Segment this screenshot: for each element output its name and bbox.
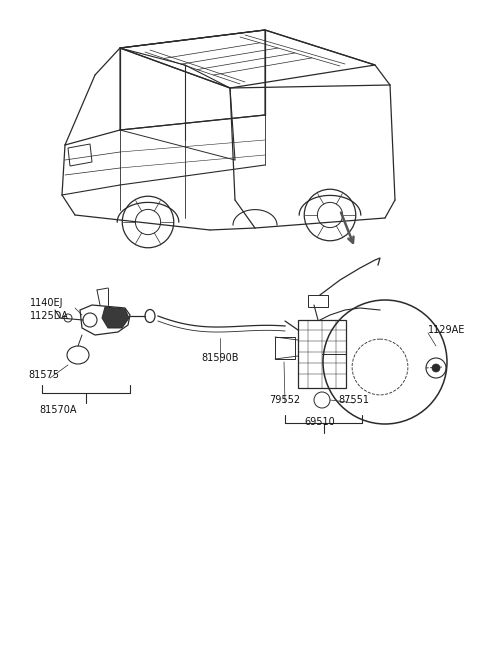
Circle shape xyxy=(432,364,440,372)
Text: 81590B: 81590B xyxy=(201,353,239,363)
Bar xyxy=(298,320,346,388)
Text: 1125DA: 1125DA xyxy=(30,311,69,321)
Text: 81570A: 81570A xyxy=(39,405,77,415)
Ellipse shape xyxy=(145,310,155,322)
Text: 79552: 79552 xyxy=(269,395,300,405)
Text: 87551: 87551 xyxy=(338,395,370,405)
Bar xyxy=(275,337,295,359)
Text: 1140EJ: 1140EJ xyxy=(30,298,63,308)
Text: 81575: 81575 xyxy=(28,370,59,380)
Bar xyxy=(308,295,328,307)
Text: 69510: 69510 xyxy=(305,417,336,427)
Polygon shape xyxy=(102,307,129,328)
Text: 1129AE: 1129AE xyxy=(428,325,466,335)
